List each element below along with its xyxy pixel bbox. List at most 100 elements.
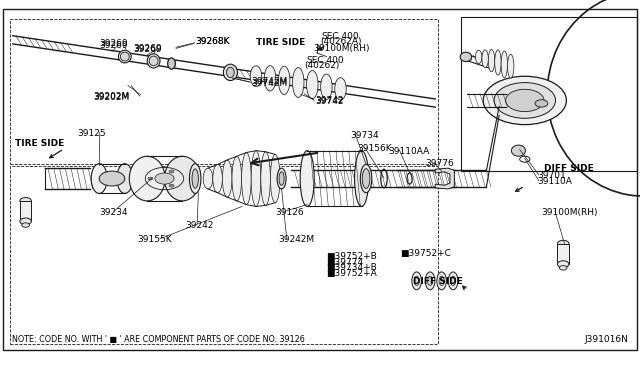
Ellipse shape: [168, 58, 175, 69]
Circle shape: [494, 83, 556, 118]
Ellipse shape: [120, 52, 129, 61]
Ellipse shape: [129, 156, 165, 201]
Ellipse shape: [321, 74, 332, 99]
Ellipse shape: [436, 272, 447, 290]
Circle shape: [148, 177, 153, 180]
Ellipse shape: [227, 67, 234, 78]
Text: 39742M: 39742M: [251, 77, 287, 86]
Ellipse shape: [92, 164, 108, 193]
Circle shape: [169, 184, 174, 187]
Text: 39269: 39269: [133, 45, 162, 54]
Bar: [20, 201, 31, 221]
Ellipse shape: [307, 71, 318, 99]
Text: 39125: 39125: [77, 129, 106, 138]
Ellipse shape: [279, 172, 284, 185]
Ellipse shape: [264, 66, 276, 91]
Ellipse shape: [292, 68, 304, 97]
Circle shape: [483, 76, 566, 125]
Ellipse shape: [164, 156, 200, 201]
Text: 39269: 39269: [99, 39, 128, 48]
Ellipse shape: [448, 272, 458, 290]
Ellipse shape: [149, 56, 158, 66]
Text: ■39734+B: ■39734+B: [326, 263, 377, 272]
Text: ■39774: ■39774: [326, 258, 364, 267]
Ellipse shape: [412, 272, 422, 290]
Text: 39202M: 39202M: [93, 92, 129, 101]
Text: 39202M: 39202M: [93, 93, 129, 102]
Text: SEC.400: SEC.400: [306, 56, 344, 65]
Ellipse shape: [501, 51, 508, 78]
Ellipse shape: [278, 66, 290, 94]
Ellipse shape: [277, 168, 286, 189]
Text: 39156K: 39156K: [357, 144, 392, 153]
Polygon shape: [435, 168, 454, 189]
Text: 39234: 39234: [99, 208, 128, 217]
Ellipse shape: [118, 50, 131, 63]
Ellipse shape: [557, 261, 569, 267]
Ellipse shape: [250, 66, 262, 87]
Ellipse shape: [261, 152, 270, 205]
Ellipse shape: [147, 54, 160, 68]
Ellipse shape: [557, 240, 569, 247]
Text: ■39752+A: ■39752+A: [326, 269, 377, 278]
Text: NOTE: CODE NO. WITH ' ■ ' ARE COMPONENT PARTS OF CODE NO. 39126: NOTE: CODE NO. WITH ' ■ ' ARE COMPONENT …: [12, 335, 304, 344]
Ellipse shape: [439, 276, 444, 286]
Ellipse shape: [355, 151, 369, 206]
Text: 39269: 39269: [133, 44, 162, 53]
Text: 39100M(RH): 39100M(RH): [314, 44, 370, 53]
Ellipse shape: [362, 169, 370, 189]
Text: J391016N: J391016N: [584, 335, 628, 344]
Text: 39268K: 39268K: [195, 37, 230, 46]
Ellipse shape: [20, 218, 31, 225]
Text: 39269: 39269: [99, 41, 128, 50]
Bar: [461, 17, 637, 171]
Circle shape: [169, 170, 174, 173]
Ellipse shape: [212, 164, 223, 193]
Text: ■39752+C: ■39752+C: [400, 249, 451, 258]
Ellipse shape: [204, 168, 212, 189]
Ellipse shape: [242, 153, 252, 205]
Ellipse shape: [232, 156, 242, 201]
Ellipse shape: [460, 52, 472, 61]
Ellipse shape: [223, 160, 232, 197]
Ellipse shape: [482, 50, 488, 68]
Text: ■39752+B: ■39752+B: [326, 252, 377, 261]
Circle shape: [506, 89, 544, 112]
Ellipse shape: [20, 198, 31, 204]
Ellipse shape: [223, 64, 237, 81]
Text: (40262A): (40262A): [320, 37, 362, 46]
Circle shape: [535, 100, 548, 107]
Ellipse shape: [559, 266, 567, 270]
Text: 39242: 39242: [186, 221, 214, 230]
Text: 39155K: 39155K: [138, 235, 172, 244]
Bar: [10, 19, 438, 164]
Text: 39242M: 39242M: [278, 235, 314, 244]
Text: TIRE SIDE: TIRE SIDE: [256, 38, 305, 47]
Ellipse shape: [428, 276, 433, 286]
Ellipse shape: [300, 151, 314, 206]
Ellipse shape: [414, 276, 419, 286]
Ellipse shape: [476, 50, 482, 64]
Ellipse shape: [192, 169, 198, 188]
Text: 39776: 39776: [426, 159, 454, 168]
Text: 39126: 39126: [275, 208, 304, 217]
Text: 39110AA: 39110AA: [388, 147, 429, 155]
Text: (40262): (40262): [305, 61, 340, 70]
Text: 39734: 39734: [350, 131, 379, 140]
Ellipse shape: [451, 276, 456, 286]
Ellipse shape: [508, 54, 514, 78]
Text: 39268K: 39268K: [195, 37, 230, 46]
Bar: [10, 166, 438, 344]
Ellipse shape: [511, 145, 525, 156]
Ellipse shape: [495, 50, 501, 75]
Text: TIRE SIDE: TIRE SIDE: [15, 139, 64, 148]
Text: 39742M: 39742M: [251, 79, 287, 88]
Text: 39742: 39742: [315, 97, 344, 106]
Ellipse shape: [270, 154, 280, 203]
Ellipse shape: [425, 272, 435, 290]
Ellipse shape: [251, 151, 261, 206]
Ellipse shape: [117, 164, 133, 193]
Ellipse shape: [488, 49, 495, 72]
Text: DIFF SIDE: DIFF SIDE: [544, 164, 594, 173]
Text: 39100M(RH): 39100M(RH): [541, 208, 597, 217]
